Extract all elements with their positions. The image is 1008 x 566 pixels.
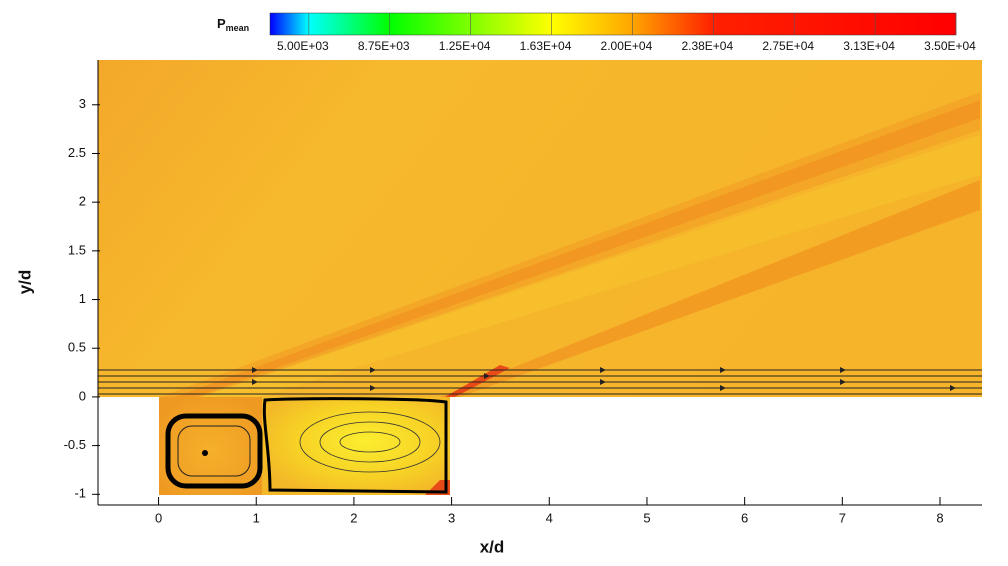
x-tick-label: 3 xyxy=(448,510,455,525)
x-tick-label: 7 xyxy=(839,510,846,525)
y-tick-label: -0.5 xyxy=(64,437,86,452)
y-tick-label: -1 xyxy=(74,486,86,501)
y-axis-title: y/d xyxy=(15,270,34,295)
y-tick-label: 1.5 xyxy=(68,242,86,257)
colorbar-tick-label: 1.63E+04 xyxy=(520,39,572,53)
x-tick-label: 4 xyxy=(546,510,553,525)
y-tick-label: 0.5 xyxy=(68,340,86,355)
y-tick-label: 0 xyxy=(79,388,86,403)
colorbar-label: P xyxy=(217,16,226,31)
colorbar-tick-label: 1.25E+04 xyxy=(439,39,491,53)
y-tick-label: 3 xyxy=(79,96,86,111)
x-tick-label: 6 xyxy=(741,510,748,525)
colorbar xyxy=(269,12,957,36)
x-axis-title: x/d xyxy=(480,537,505,556)
y-tick-label: 1 xyxy=(79,291,86,306)
colorbar-title: Pmean xyxy=(217,16,249,33)
colorbar-tick-label: 3.13E+04 xyxy=(843,39,895,53)
colorbar-tick-label: 2.38E+04 xyxy=(681,39,733,53)
y-tick-label: 2 xyxy=(79,194,86,209)
x-tick-label: 0 xyxy=(155,510,162,525)
x-tick-label: 2 xyxy=(350,510,357,525)
x-tick-label: 1 xyxy=(253,510,260,525)
axes xyxy=(97,60,982,506)
colorbar-tick-label: 8.75E+03 xyxy=(358,39,410,53)
colorbar-tick-label: 2.75E+04 xyxy=(762,39,814,53)
colorbar-tick-label: 5.00E+03 xyxy=(277,39,329,53)
colorbar-label-sub: mean xyxy=(226,23,250,33)
field xyxy=(98,60,982,495)
y-tick-label: 2.5 xyxy=(68,145,86,160)
colorbar-tick-label: 3.50E+04 xyxy=(924,39,976,53)
x-tick-label: 8 xyxy=(936,510,943,525)
x-tick-label: 5 xyxy=(643,510,650,525)
colorbar-tick-label: 2.00E+04 xyxy=(601,39,653,53)
